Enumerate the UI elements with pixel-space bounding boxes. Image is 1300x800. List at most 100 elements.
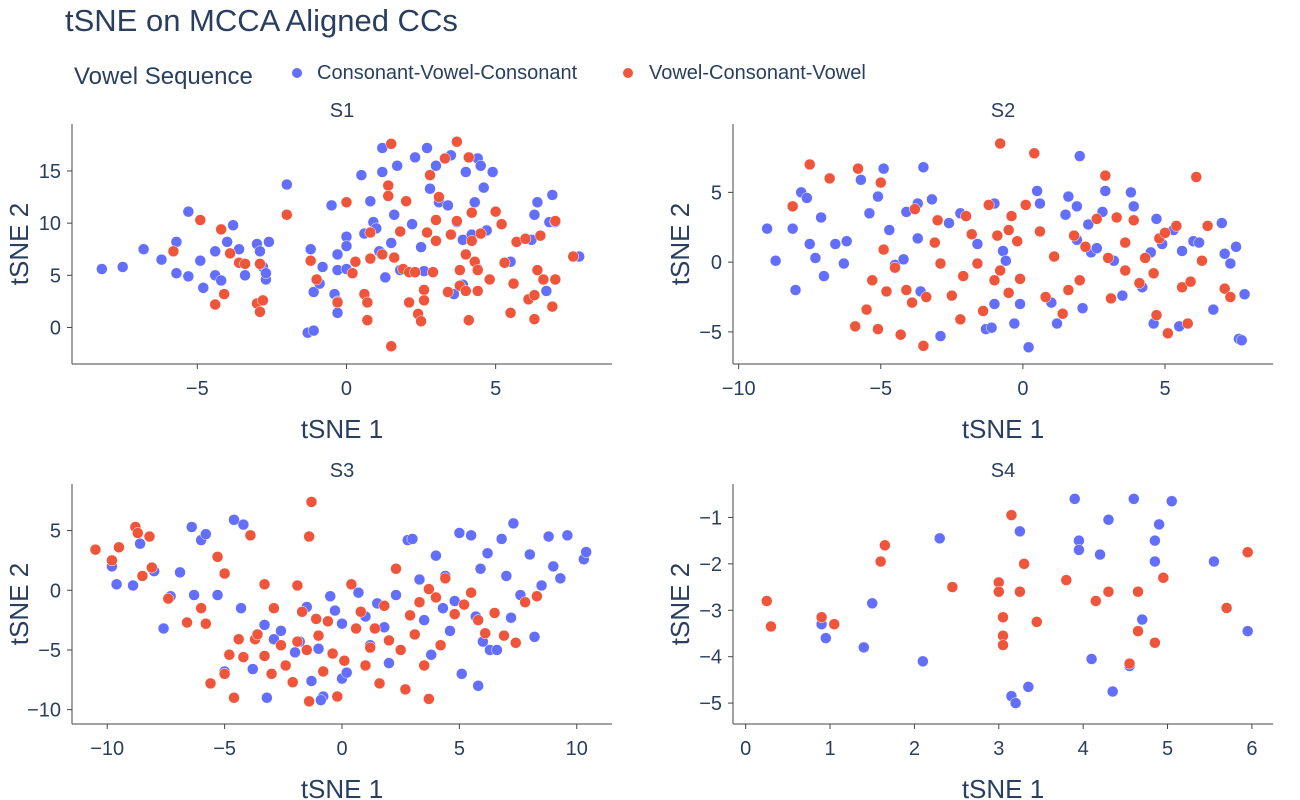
data-point[interactable] [439, 572, 452, 585]
data-point[interactable] [1157, 572, 1170, 584]
data-point[interactable] [934, 257, 947, 270]
data-point[interactable] [1062, 284, 1075, 296]
data-point[interactable] [146, 561, 158, 574]
data-point[interactable] [498, 629, 510, 642]
data-point[interactable] [1119, 236, 1131, 249]
data-point[interactable] [390, 563, 402, 575]
data-point[interactable] [349, 255, 362, 268]
data-point[interactable] [1230, 241, 1242, 253]
data-point[interactable] [528, 209, 541, 221]
data-point[interactable] [254, 245, 266, 258]
data-point[interactable] [131, 527, 144, 539]
data-point[interactable] [223, 648, 236, 661]
data-point[interactable] [818, 270, 830, 282]
data-point[interactable] [917, 340, 930, 352]
data-point[interactable] [170, 267, 183, 279]
data-point[interactable] [388, 251, 400, 264]
data-point[interactable] [331, 307, 344, 319]
data-point[interactable] [474, 563, 487, 575]
data-point[interactable] [430, 235, 442, 247]
data-point[interactable] [310, 613, 322, 625]
data-point[interactable] [1082, 218, 1095, 231]
data-point[interactable] [994, 137, 1006, 150]
data-point[interactable] [258, 619, 271, 631]
data-point[interactable] [430, 159, 442, 172]
data-point[interactable] [1102, 252, 1114, 264]
data-point[interactable] [471, 264, 484, 276]
data-point[interactable] [872, 190, 884, 203]
data-point[interactable] [423, 583, 435, 595]
data-point[interactable] [1002, 224, 1015, 236]
data-point[interactable] [855, 174, 867, 186]
data-point[interactable] [1022, 341, 1035, 354]
data-point[interactable] [789, 284, 802, 296]
data-point[interactable] [823, 172, 836, 185]
data-point[interactable] [421, 226, 433, 239]
data-point[interactable] [136, 570, 149, 582]
data-point[interactable] [889, 261, 901, 274]
data-point[interactable] [1127, 214, 1140, 227]
data-point[interactable] [265, 668, 278, 680]
data-point[interactable] [1184, 275, 1197, 288]
data-point[interactable] [1220, 602, 1233, 614]
data-point[interactable] [364, 252, 377, 265]
data-point[interactable] [486, 166, 499, 178]
data-point[interactable] [137, 243, 150, 255]
data-point[interactable] [195, 602, 207, 614]
data-point[interactable] [403, 296, 415, 309]
data-point[interactable] [528, 289, 541, 301]
data-point[interactable] [258, 650, 271, 662]
data-point[interactable] [445, 228, 457, 241]
data-point[interactable] [301, 644, 313, 656]
data-point[interactable] [954, 313, 967, 326]
data-point[interactable] [383, 657, 395, 669]
data-point[interactable] [391, 159, 403, 172]
data-point[interactable] [580, 546, 592, 558]
data-point[interactable] [801, 192, 813, 204]
data-point[interactable] [1132, 625, 1144, 637]
data-point[interactable] [385, 237, 397, 249]
data-point[interactable] [221, 236, 233, 248]
data-point[interactable] [761, 222, 773, 235]
data-point[interactable] [883, 224, 896, 236]
data-point[interactable] [567, 250, 579, 263]
data-point[interactable] [385, 138, 397, 150]
data-point[interactable] [305, 675, 318, 687]
data-point[interactable] [340, 666, 353, 679]
data-point[interactable] [237, 651, 250, 663]
data-point[interactable] [993, 585, 1005, 598]
data-point[interactable] [454, 264, 466, 276]
data-point[interactable] [1149, 534, 1161, 547]
data-point[interactable] [340, 196, 353, 209]
data-point[interactable] [355, 169, 368, 181]
data-point[interactable] [227, 219, 239, 231]
data-point[interactable] [1110, 211, 1123, 224]
data-point[interactable] [965, 228, 978, 240]
data-point[interactable] [474, 227, 487, 240]
data-point[interactable] [281, 178, 293, 191]
data-point[interactable] [820, 632, 832, 644]
data-point[interactable] [155, 253, 168, 266]
data-point[interactable] [451, 135, 463, 148]
data-point[interactable] [466, 206, 478, 219]
legend-item-cvc[interactable]: Consonant-Vowel-Consonant [292, 62, 578, 84]
data-point[interactable] [1218, 248, 1231, 260]
data-point[interactable] [1048, 250, 1060, 263]
data-point[interactable] [1008, 317, 1021, 330]
data-point[interactable] [453, 527, 466, 539]
data-point[interactable] [1022, 681, 1035, 693]
data-point[interactable] [185, 521, 198, 533]
data-point[interactable] [1039, 291, 1052, 303]
data-point[interactable] [418, 294, 430, 307]
data-point[interactable] [860, 303, 873, 316]
data-point[interactable] [423, 693, 435, 705]
data-point[interactable] [209, 245, 221, 258]
data-point[interactable] [303, 695, 315, 708]
data-point[interactable] [355, 606, 367, 618]
data-point[interactable] [346, 267, 359, 279]
data-point[interactable] [421, 142, 433, 154]
data-point[interactable] [803, 238, 816, 250]
data-point[interactable] [1028, 147, 1041, 160]
data-point[interactable] [1014, 525, 1026, 538]
data-point[interactable] [167, 245, 180, 258]
